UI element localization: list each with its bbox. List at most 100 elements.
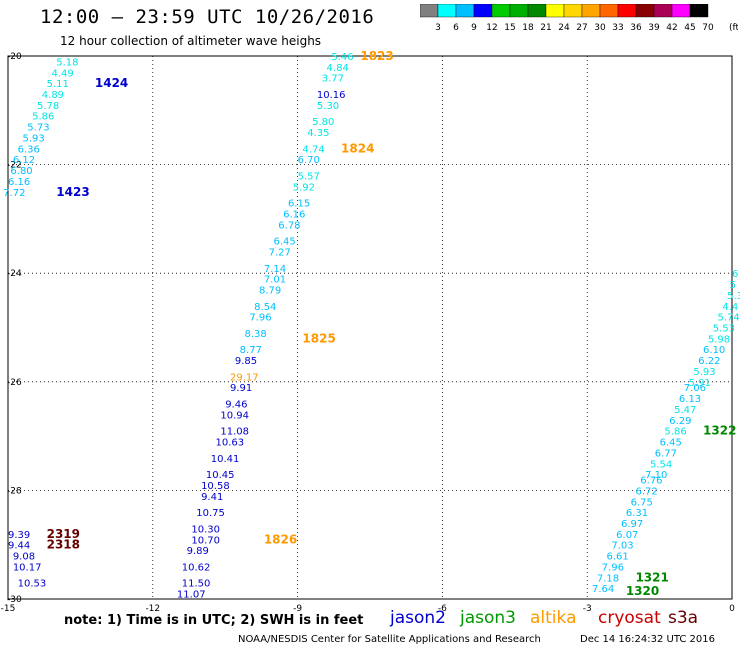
colorbar-label: (ft) [729,23,738,33]
pass-time-label: 1424 [95,76,128,90]
chart-title: 12:00 – 23:59 UTC 10/26/2016 [40,6,375,28]
pass-time-label: 1322 [703,424,736,438]
swh-value: 6.13 [679,394,701,405]
colorbar-label: 12 [486,23,497,33]
swh-value: 4.4 [722,302,738,313]
swh-value: 5.11 [47,79,69,90]
colorbar-label: 36 [630,23,642,33]
swh-value: 7.27 [269,247,291,258]
y-tick-label: -22 [7,161,22,171]
swh-value: 5.73 [27,123,49,134]
swh-value: 10.45 [206,470,235,481]
credit-line: NOAA/NESDIS Center for Satellite Applica… [238,634,541,645]
y-tick-label: -26 [7,378,22,388]
swh-value: 9.85 [235,356,257,367]
swh-value: 5.3 [727,291,740,302]
colorbar-label: 70 [702,23,714,33]
y-tick-label: -20 [7,52,22,62]
y-tick-label: -24 [7,269,22,279]
swh-value: 11.07 [177,590,206,601]
swh-value: 9.44 [8,541,30,552]
swh-value: 6.15 [288,199,310,210]
swh-value: 5.86 [664,427,686,438]
swh-value: 5.54 [650,459,672,470]
swh-value: 5 [730,280,736,291]
swh-value: 5.92 [293,182,315,193]
swh-value: 6.78 [278,220,300,231]
chart-subtitle: 12 hour collection of altimeter wave hei… [60,34,322,48]
swh-value: 6.07 [616,530,638,541]
swh-value: 5.53 [713,324,735,335]
swh-value: 7.06 [684,383,706,394]
swh-value: 4.89 [42,90,64,101]
swh-value: 6.72 [635,486,657,497]
swh-value: 5.18 [56,57,78,68]
colorbar-label: 3 [435,23,441,33]
swh-value: 5.74 [718,313,740,324]
pass-time-label: 2318 [47,538,80,552]
swh-value: 4.49 [51,68,73,79]
swh-value: 9.89 [187,546,209,557]
x-tick-label: -12 [145,604,160,614]
colorbar-label: 27 [576,23,587,33]
swh-value: 10.62 [182,562,211,573]
swh-value: 10.70 [191,535,220,546]
swh-value: 6.16 [8,177,30,188]
swh-value: 7.01 [264,275,286,286]
x-tick-label: 0 [729,604,735,614]
swh-value: 9.46 [225,400,247,411]
swh-value: 10.53 [18,579,47,590]
pass-time-label: 2319 [47,527,80,541]
swh-value: 4.74 [302,144,324,155]
colorbar-label: 39 [648,23,660,33]
swh-value: 5.46 [331,52,353,63]
satellite-jason2: jason2 [390,608,446,628]
swh-value: 9.91 [230,383,252,394]
swh-value: 9.39 [8,530,30,541]
swh-value: 6.16 [283,209,305,220]
swh-value: 5.91 [689,378,711,389]
colorbar-swatch [689,4,709,18]
swh-value: 8.77 [240,345,262,356]
satellite-jason3: jason3 [460,608,516,628]
swh-value: 10.30 [191,524,220,535]
swh-value: 6.61 [607,552,629,563]
swh-value: 6.97 [621,519,643,530]
swh-value: 6.75 [631,497,653,508]
swh-value: 10.41 [211,454,240,465]
swh-value: 10.16 [317,90,346,101]
swh-value: 3.77 [322,74,344,85]
colorbar-label: 30 [594,23,606,33]
swh-value: 7.14 [264,264,286,275]
pass-time-label: 1826 [264,532,297,546]
swh-value: 11.08 [220,427,249,438]
colorbar-label: 33 [612,23,623,33]
pass-time-label: 1320 [626,584,659,598]
footnote: note: 1) Time is in UTC; 2) SWH is in fe… [64,613,364,628]
swh-value: 10.17 [13,562,42,573]
swh-value: 7.72 [3,188,25,199]
swh-value: 7.03 [611,541,633,552]
swh-value: 6.80 [10,166,32,177]
swh-value: 10.94 [220,410,249,421]
swh-value: 7.96 [249,313,271,324]
colorbar-label: 42 [666,23,677,33]
x-tick-label: -9 [293,604,302,614]
pass-time-label: 1423 [56,185,89,199]
swh-value: 7.64 [592,584,614,595]
swh-value: 8.54 [254,302,276,313]
y-tick-label: -30 [7,595,22,605]
colorbar-label: 21 [540,23,551,33]
pass-time-label: 1824 [341,141,374,155]
swh-value: 5.78 [37,101,59,112]
swh-value: 6.10 [703,345,725,356]
swh-value: 8.79 [259,285,281,296]
swh-value: 5.98 [708,334,730,345]
swh-value: 5.30 [317,101,339,112]
pass-time-label: 1823 [360,49,393,63]
swh-value: 10.63 [216,438,245,449]
y-tick-label: -28 [7,486,22,496]
swh-value: 6.45 [273,237,295,248]
